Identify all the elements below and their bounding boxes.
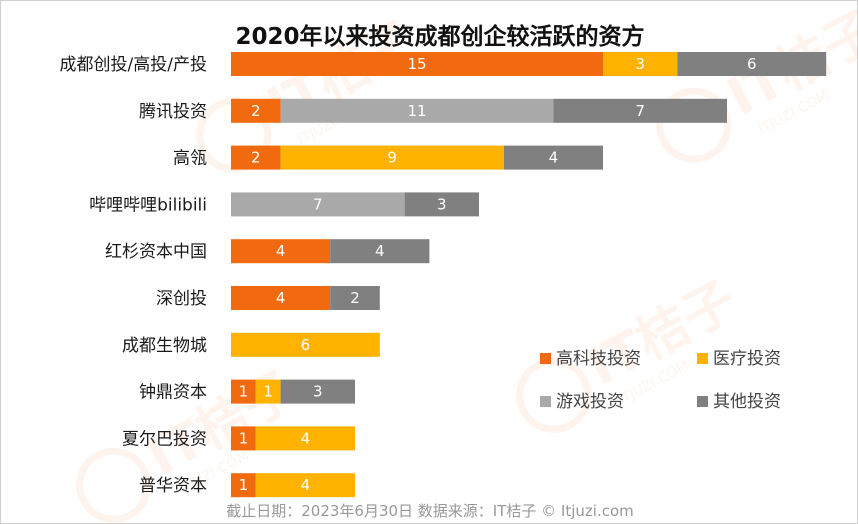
data-label: 3 <box>635 55 645 73</box>
bar-segment <box>231 332 380 357</box>
category-label: 夏尔巴投资 <box>122 429 207 449</box>
legend-swatch <box>697 396 708 407</box>
data-label: 15 <box>407 55 426 73</box>
data-label: 7 <box>313 195 323 213</box>
bar-segment <box>603 52 678 76</box>
legend-label: 游戏投资 <box>556 392 624 412</box>
bar-segment <box>231 426 256 451</box>
data-label: 4 <box>301 476 311 494</box>
bar-segment <box>231 239 331 264</box>
category-label: 成都生物城 <box>122 336 207 356</box>
data-label: 6 <box>301 336 311 354</box>
bar-segment <box>231 145 281 170</box>
chart-title: 2020年以来投资成都创企较活跃的资方 <box>235 23 644 50</box>
data-label: 1 <box>263 383 273 401</box>
bar-segment <box>677 52 827 76</box>
legend-label: 其他投资 <box>713 392 781 412</box>
bar-segment <box>231 192 405 217</box>
bar-segment <box>280 145 504 170</box>
data-label: 11 <box>407 102 426 120</box>
bar-segment <box>231 98 281 123</box>
legend-swatch <box>540 396 551 407</box>
legend-label: 高科技投资 <box>556 349 641 369</box>
category-label: 普华资本 <box>139 476 207 496</box>
bar-segment <box>330 239 430 264</box>
category-label: 红杉资本中国 <box>105 242 207 262</box>
data-label: 4 <box>301 429 311 447</box>
data-label: 2 <box>251 102 261 120</box>
data-label: 7 <box>635 102 645 120</box>
data-label: 4 <box>276 289 286 307</box>
bar-segment <box>255 426 355 451</box>
bar-segment <box>280 379 355 404</box>
data-label: 1 <box>239 429 249 447</box>
data-label: 1 <box>239 476 249 494</box>
bar-segment <box>553 98 727 123</box>
data-label: 9 <box>387 149 397 167</box>
bar-segment <box>231 379 256 404</box>
legend-swatch <box>540 353 551 364</box>
bar-segment <box>231 473 256 498</box>
category-label: 深创投 <box>156 289 207 309</box>
bar-segment <box>280 98 554 123</box>
data-label: 4 <box>276 242 286 260</box>
category-label: 高瓴 <box>173 149 207 169</box>
category-label: 成都创投/高投/产投 <box>60 55 207 75</box>
data-label: 1 <box>239 383 249 401</box>
category-label: 哔哩哔哩bilibili <box>89 195 207 215</box>
bar-segment <box>231 286 331 310</box>
category-label: 腾讯投资 <box>139 102 207 122</box>
legend-swatch <box>697 353 708 364</box>
data-label: 3 <box>437 195 447 213</box>
bar-segment <box>255 473 355 498</box>
category-label: 钟鼎资本 <box>139 383 207 403</box>
bar-segment <box>255 379 281 404</box>
data-label: 2 <box>350 289 360 307</box>
data-label: 4 <box>549 149 559 167</box>
bar-segment <box>503 145 603 170</box>
bar-segment <box>330 286 380 310</box>
bars-group: 15 3 62 11 72 9 47 34 44 261 1 31 41 4 <box>231 52 827 498</box>
bar-segment <box>404 192 479 217</box>
data-label: 2 <box>251 149 261 167</box>
footer-source: 截止日期：2023年6月30日 数据来源：IT桔子 © Itjuzi.com <box>226 502 634 520</box>
bar-segment <box>231 52 603 76</box>
data-label: 3 <box>313 383 323 401</box>
data-label: 4 <box>375 242 385 260</box>
data-label: 6 <box>747 55 757 73</box>
legend-label: 医疗投资 <box>713 349 781 369</box>
